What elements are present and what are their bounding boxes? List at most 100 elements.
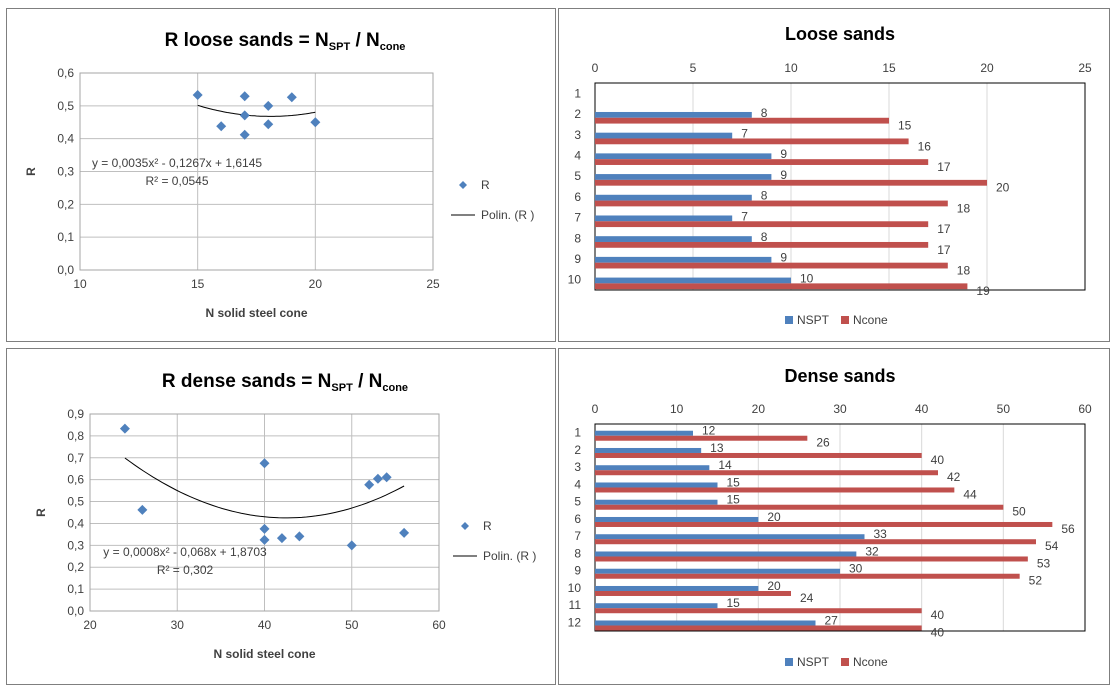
bar-ncone — [595, 521, 1053, 527]
data-label-nspt: 30 — [849, 562, 863, 576]
chart-title-sub-spt: SPT — [331, 382, 353, 394]
scatter-chart-dense-sands-svg: R dense sands = NSPT / Ncone 20 30 40 50 60 0,… — [34, 371, 536, 661]
data-point — [137, 504, 148, 515]
data-label-ncone: 18 — [957, 201, 971, 215]
data-label-nspt: 15 — [727, 493, 741, 507]
y-tick-label: 0,3 — [67, 538, 84, 552]
category-label: 7 — [574, 529, 581, 543]
data-point — [276, 533, 287, 544]
y-tick-label: 0,0 — [67, 604, 84, 618]
trendline — [197, 104, 316, 117]
y-tick-label: 0,5 — [57, 99, 74, 113]
category-label: 10 — [568, 581, 582, 595]
y-tick-label: 0,7 — [67, 451, 84, 465]
data-point — [216, 121, 227, 132]
data-label-nspt: 8 — [761, 106, 768, 120]
data-label-nspt: 9 — [780, 168, 787, 182]
data-point — [259, 458, 270, 469]
data-label-nspt: 7 — [741, 126, 748, 140]
data-point — [239, 91, 250, 102]
data-point — [381, 472, 392, 483]
y-tick-label: 0,8 — [67, 429, 84, 443]
data-label-ncone: 54 — [1045, 539, 1059, 553]
data-label-ncone: 56 — [1061, 522, 1075, 536]
data-point — [294, 531, 305, 542]
chart-title: Dense sands — [784, 366, 895, 386]
bar-ncone — [595, 159, 929, 165]
plot-area — [594, 423, 1086, 632]
chart-title-main: R dense sands = N — [162, 371, 331, 392]
trendline — [124, 457, 405, 519]
y-tick-label: 0,2 — [67, 560, 84, 574]
data-point — [192, 89, 203, 100]
bar-nspt — [595, 603, 718, 609]
bar-ncone — [595, 262, 948, 269]
data-point — [346, 540, 357, 551]
x-tick-label: 20 — [309, 277, 323, 291]
bar-ncone — [595, 200, 948, 207]
category-label: 2 — [574, 107, 581, 121]
x-tick-label: 20 — [980, 61, 994, 75]
category-label: 2 — [574, 443, 581, 457]
bar-nspt — [595, 430, 693, 436]
plot-area — [89, 413, 440, 612]
data-label-nspt: 12 — [702, 424, 716, 438]
bar-nspt — [595, 215, 733, 222]
y-axis-label: R — [34, 508, 48, 517]
y-tick-label: 0,6 — [57, 66, 74, 80]
legend-label-nspt: NSPT — [797, 313, 830, 327]
data-label-ncone: 19 — [976, 284, 990, 298]
x-tick-label: 25 — [1078, 61, 1092, 75]
data-label-nspt: 33 — [874, 527, 888, 541]
data-point — [119, 423, 130, 434]
bar-ncone — [595, 608, 922, 614]
category-label: 10 — [568, 273, 582, 287]
x-tick-label: 10 — [784, 61, 798, 75]
legend-swatch-nspt — [785, 316, 793, 324]
y-tick-label: 0,9 — [67, 407, 84, 421]
scatter-chart-loose-sands: R loose sands = NSPT / Ncone 10 15 20 25 0,0 0… — [6, 8, 556, 342]
chart-title-sub-spt: SPT — [329, 41, 351, 53]
bar-nspt — [595, 482, 718, 488]
bar-nspt — [595, 174, 772, 180]
x-tick-label: 25 — [426, 277, 440, 291]
category-label: 5 — [574, 169, 581, 183]
data-label-ncone: 24 — [800, 591, 814, 605]
x-tick-label: 15 — [882, 61, 896, 75]
bar-nspt — [595, 551, 857, 557]
category-label: 6 — [574, 190, 581, 204]
data-point — [310, 117, 321, 128]
data-label-ncone: 18 — [957, 263, 971, 277]
y-tick-label: 0,3 — [57, 165, 74, 179]
bar-nspt — [595, 153, 772, 160]
bar-ncone — [595, 539, 1036, 545]
chart-title: R dense sands = NSPT / Ncone — [162, 371, 408, 394]
legend-label-ncone: Ncone — [853, 655, 888, 669]
data-label-ncone: 40 — [931, 625, 945, 639]
chart-title: R loose sands = NSPT / Ncone — [165, 30, 406, 53]
y-tick-label: 0,4 — [67, 516, 84, 530]
bar-ncone — [595, 117, 889, 124]
chart-title-main: R loose sands = N — [165, 30, 329, 51]
bar-ncone — [595, 452, 922, 458]
y-tick-label: 0,1 — [57, 230, 74, 244]
bar-ncone — [595, 179, 987, 186]
legend-swatch-ncone — [841, 658, 849, 666]
legend-label-trend: Polin. (R ) — [483, 549, 536, 563]
trendline-r-squared: R² = 0,302 — [157, 563, 214, 577]
legend-marker-r — [461, 522, 469, 530]
bar-ncone — [595, 625, 922, 631]
data-point — [399, 527, 410, 538]
chart-title: Loose sands — [785, 24, 895, 44]
data-label-ncone: 40 — [931, 453, 945, 467]
category-label: 8 — [574, 546, 581, 560]
scatter-chart-loose-sands-svg: R loose sands = NSPT / Ncone 10 15 20 25 0,0 0… — [24, 30, 534, 320]
category-label: 4 — [574, 477, 581, 491]
data-label-nspt: 8 — [761, 230, 768, 244]
bar-nspt — [595, 111, 752, 118]
bar-chart-loose-sands: Loose sands 0 5 10 15 20 25 1 2 8 15 3 7 16 4 9 17 5 9 20 6 8… — [558, 8, 1110, 342]
x-tick-label: 40 — [258, 618, 272, 632]
bar-nspt — [595, 256, 772, 263]
data-point — [364, 479, 375, 490]
x-tick-label: 10 — [670, 402, 684, 416]
